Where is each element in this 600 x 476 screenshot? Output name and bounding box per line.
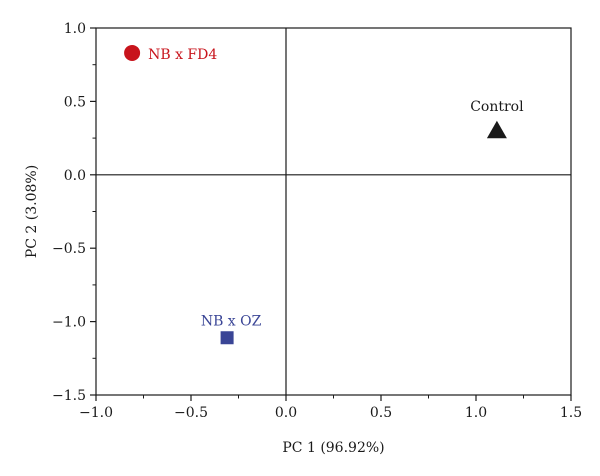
y-tick-label: 1.0 bbox=[64, 21, 86, 37]
y-tick-label: −1.5 bbox=[52, 388, 86, 404]
point-marker-triangle bbox=[486, 120, 507, 139]
x-axis-title: PC 1 (96.92%) bbox=[282, 440, 384, 456]
point-label: NB x FD4 bbox=[148, 47, 217, 63]
x-tick-label: 1.5 bbox=[560, 405, 582, 421]
reference-lines bbox=[96, 28, 571, 395]
point-marker-square bbox=[220, 331, 234, 345]
point-label: NB x OZ bbox=[201, 314, 262, 330]
y-tick-label: −0.5 bbox=[52, 241, 86, 257]
x-tick-label: 0.5 bbox=[370, 405, 392, 421]
y-tick-label: 0.5 bbox=[64, 94, 86, 110]
y-tick-label: −1.0 bbox=[52, 315, 86, 331]
x-tick-label: −0.5 bbox=[174, 405, 208, 421]
y-axis-title: PC 2 (3.08%) bbox=[24, 165, 40, 258]
y-tick-label: 0.0 bbox=[64, 168, 86, 184]
x-tick-label: −1.0 bbox=[79, 405, 113, 421]
point-label: Control bbox=[470, 99, 524, 115]
point-marker-circle bbox=[124, 44, 141, 61]
ticks-layer: −1.0 −0.5 0.0 0.5 1.0 1.5−1.5−1.0−0.50.00.51.… bbox=[52, 21, 582, 421]
plot-frame bbox=[95, 27, 572, 396]
x-tick-label: 1.0 bbox=[465, 405, 487, 421]
points-layer: NB x FD4 Control NB x OZ bbox=[124, 44, 524, 345]
x-tick-label: 0.0 bbox=[275, 405, 297, 421]
